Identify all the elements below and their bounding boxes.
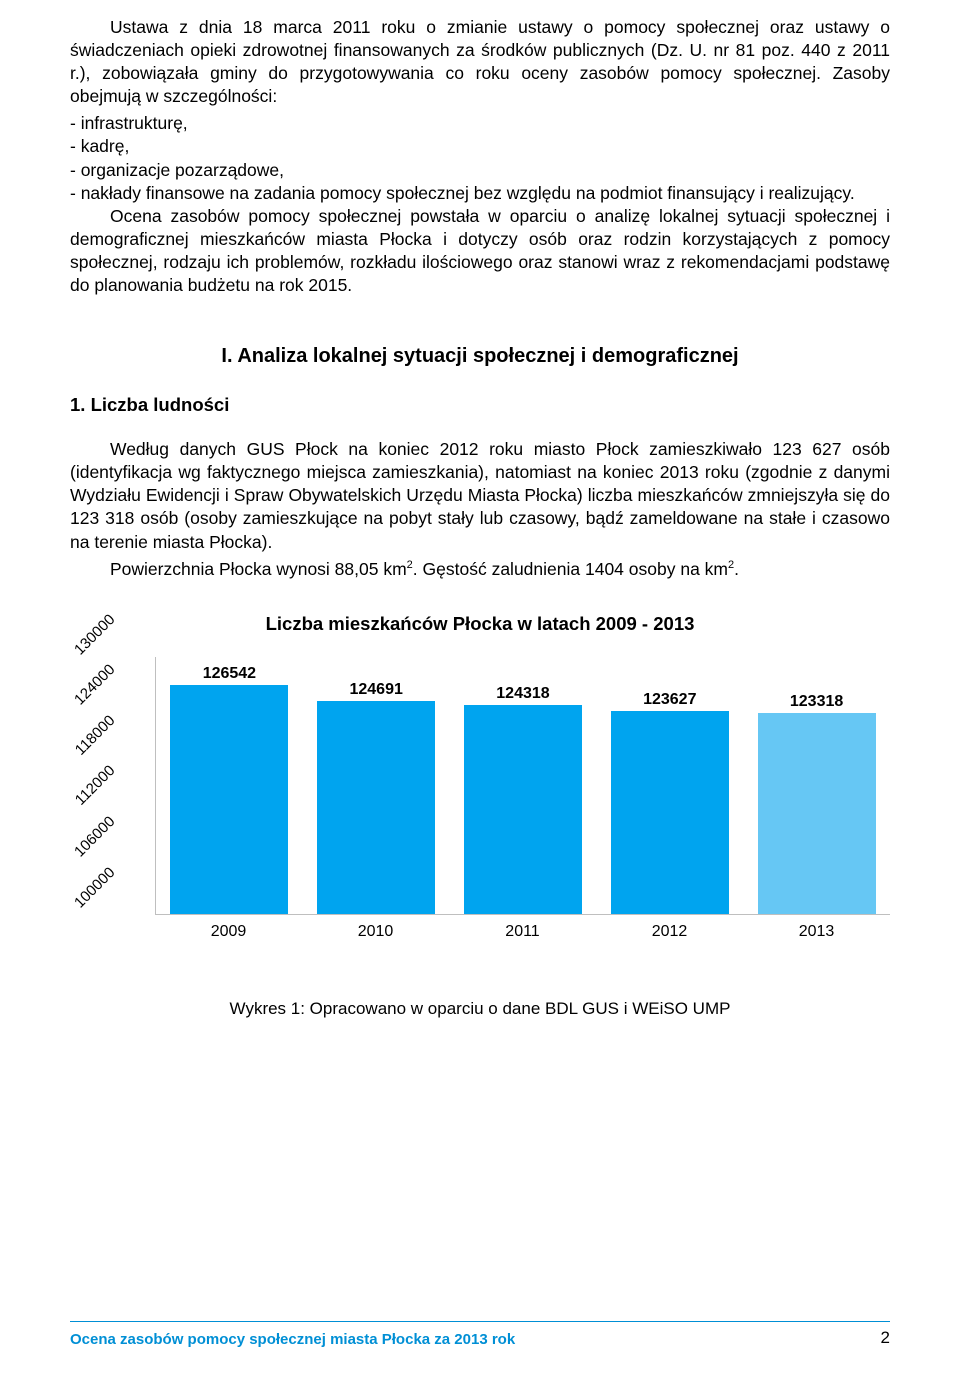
y-axis: 130000124000118000112000106000100000 xyxy=(70,651,140,921)
bars-row: 126542 124691 124318 123627 123318 xyxy=(156,657,890,914)
paragraph-assessment: Ocena zasobów pomocy społecznej powstała… xyxy=(70,205,890,297)
subsection-heading: 1. Liczba ludności xyxy=(70,394,890,416)
x-tick-label: 2010 xyxy=(311,923,441,941)
bar-cell: 124691 xyxy=(311,681,441,913)
bar-rect xyxy=(611,711,729,914)
area-text-pre: Powierzchnia Płocka wynosi 88,05 km xyxy=(110,559,407,579)
paragraph-area: Powierzchnia Płocka wynosi 88,05 km2. Gę… xyxy=(70,558,890,581)
footer-title: Ocena zasobów pomocy społecznej miasta P… xyxy=(70,1331,515,1348)
bar-value-label: 123318 xyxy=(790,693,843,711)
plot-area: 126542 124691 124318 123627 123318 xyxy=(155,657,890,915)
chart-title: Liczba mieszkańców Płocka w latach 2009 … xyxy=(70,613,890,635)
y-tick-label: 124000 xyxy=(64,661,118,715)
bar-rect xyxy=(170,685,288,913)
paragraph-intro: Ustawa z dnia 18 marca 2011 roku o zmian… xyxy=(70,16,890,108)
y-tick-label: 118000 xyxy=(64,712,118,766)
section-heading: I. Analiza lokalnej sytuacji społecznej … xyxy=(70,345,890,368)
bar-cell: 123318 xyxy=(752,693,882,914)
area-text-mid: . Gęstość zaludnienia 1404 osoby na km xyxy=(413,559,728,579)
footer-divider xyxy=(70,1321,890,1322)
bar-chart: 130000124000118000112000106000100000 126… xyxy=(70,651,890,931)
page-number: 2 xyxy=(881,1328,890,1348)
bar-rect xyxy=(317,701,435,913)
x-tick-label: 2012 xyxy=(605,923,735,941)
bar-rect xyxy=(758,713,876,914)
bar-value-label: 124318 xyxy=(496,685,549,703)
bar-value-label: 126542 xyxy=(203,665,256,683)
bar-cell: 124318 xyxy=(458,685,588,914)
list-item: - kadrę, xyxy=(70,135,890,158)
list-item: - nakłady finansowe na zadania pomocy sp… xyxy=(70,182,890,205)
footer-row: Ocena zasobów pomocy społecznej miasta P… xyxy=(70,1328,890,1348)
x-tick-label: 2011 xyxy=(458,923,588,941)
bar-rect xyxy=(464,705,582,914)
chart-caption: Wykres 1: Opracowano w oparciu o dane BD… xyxy=(70,999,890,1019)
bar-cell: 126542 xyxy=(164,665,294,913)
paragraph-population: Według danych GUS Płock na koniec 2012 r… xyxy=(70,438,890,553)
area-text-post: . xyxy=(734,559,739,579)
x-axis-labels: 2009 2010 2011 2012 2013 xyxy=(155,923,890,941)
x-tick-label: 2013 xyxy=(752,923,882,941)
bar-cell: 123627 xyxy=(605,691,735,914)
y-tick-label: 106000 xyxy=(64,813,118,867)
y-tick-label: 112000 xyxy=(64,763,118,817)
bullet-list: - infrastrukturę, - kadrę, - organizacje… xyxy=(70,112,890,204)
list-item: - infrastrukturę, xyxy=(70,112,890,135)
y-tick-label: 100000 xyxy=(64,864,118,918)
page-footer: Ocena zasobów pomocy społecznej miasta P… xyxy=(70,1321,890,1348)
page-content: Ustawa z dnia 18 marca 2011 roku o zmian… xyxy=(70,0,890,1019)
list-item: - organizacje pozarządowe, xyxy=(70,159,890,182)
bar-value-label: 124691 xyxy=(349,681,402,699)
x-tick-label: 2009 xyxy=(164,923,294,941)
bar-value-label: 123627 xyxy=(643,691,696,709)
